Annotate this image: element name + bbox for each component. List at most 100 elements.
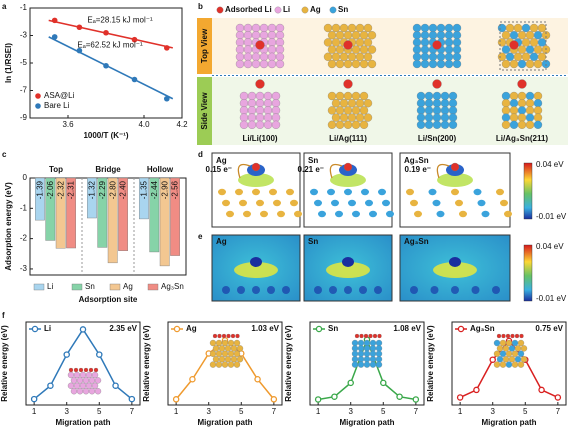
x-axis-label: Migration path (481, 418, 536, 427)
data-point (164, 45, 170, 51)
atom (82, 377, 90, 384)
legend-marker (31, 325, 39, 333)
atom (509, 91, 519, 101)
atom (424, 113, 434, 122)
atom (351, 120, 361, 129)
data-point (254, 375, 261, 383)
bar (118, 177, 129, 251)
annotation: 2.35 eV (109, 324, 137, 333)
atom (82, 388, 90, 395)
atom (286, 188, 294, 196)
atom (331, 23, 341, 33)
atom (525, 120, 535, 129)
atom (212, 345, 220, 352)
atom (68, 367, 74, 373)
atom (525, 113, 535, 122)
atom (525, 45, 535, 54)
atom (537, 38, 547, 47)
potential-lobe (433, 262, 477, 278)
atom (517, 361, 525, 368)
atom (416, 99, 426, 108)
atom (514, 333, 520, 339)
atom (363, 350, 371, 357)
potential-spot (492, 286, 500, 294)
atom (432, 199, 441, 207)
atom (444, 45, 454, 54)
atom (67, 371, 75, 379)
atom (239, 120, 249, 129)
atom (496, 356, 504, 363)
atom (369, 339, 377, 347)
atom (369, 345, 377, 352)
atom (243, 210, 251, 218)
fit-line (48, 19, 173, 49)
atom (428, 59, 438, 69)
atom (331, 199, 339, 207)
atom (377, 333, 382, 339)
atom (323, 23, 333, 33)
potential-spot (410, 286, 418, 294)
colorbar-label: -0.01 eV (536, 294, 567, 303)
atom (505, 23, 515, 33)
value-label: -2.06 (46, 180, 55, 199)
value-label: -2.44 (150, 180, 159, 199)
surface-label: Li/Sn(200) (418, 134, 457, 143)
atom (277, 210, 285, 218)
atom (222, 199, 230, 207)
atom (351, 356, 359, 363)
atom (339, 113, 349, 122)
potential-spot (329, 286, 337, 294)
atom (243, 45, 253, 54)
atom (372, 333, 378, 339)
atom (339, 99, 349, 108)
atom (233, 361, 241, 368)
atom (432, 113, 442, 122)
charge-lobe (330, 173, 366, 187)
atom (501, 59, 511, 69)
atom (290, 199, 298, 207)
legend-label: Ag (186, 324, 197, 333)
atom (519, 333, 524, 339)
atom (537, 52, 547, 61)
atom (533, 106, 543, 115)
atom (451, 188, 459, 196)
atom (269, 188, 277, 196)
atom (424, 106, 434, 115)
atom (533, 120, 543, 129)
atom (79, 382, 87, 389)
data-point (47, 382, 54, 389)
atom (348, 199, 356, 207)
atom (251, 162, 261, 172)
atom (501, 91, 511, 101)
x-tick-label: 5 (381, 407, 386, 416)
data-point (112, 382, 119, 389)
atom (217, 333, 222, 339)
atom (259, 31, 269, 40)
atom (221, 333, 227, 339)
atom (251, 23, 261, 33)
atom (533, 99, 543, 108)
atom (314, 199, 322, 207)
atom (533, 45, 543, 54)
data-point (473, 386, 480, 394)
atom (94, 388, 102, 395)
potential-spot (222, 286, 230, 294)
atom (448, 113, 458, 122)
atom (432, 79, 442, 89)
atom (525, 99, 535, 108)
atom (505, 361, 513, 368)
atom (267, 23, 277, 33)
value-label: -1.39 (36, 180, 45, 199)
view-label: Top View (200, 28, 209, 63)
atom (323, 52, 333, 61)
bar (35, 177, 45, 221)
x-axis-label: Adsorption site (79, 295, 138, 304)
atom (227, 350, 235, 357)
legend-marker (35, 93, 41, 99)
atom (533, 91, 543, 101)
category-label: Bridge (95, 165, 121, 174)
atom (363, 361, 371, 368)
x-axis-label: Migration path (339, 418, 394, 427)
atom (420, 45, 430, 54)
y-tick-label: -7 (20, 86, 28, 95)
